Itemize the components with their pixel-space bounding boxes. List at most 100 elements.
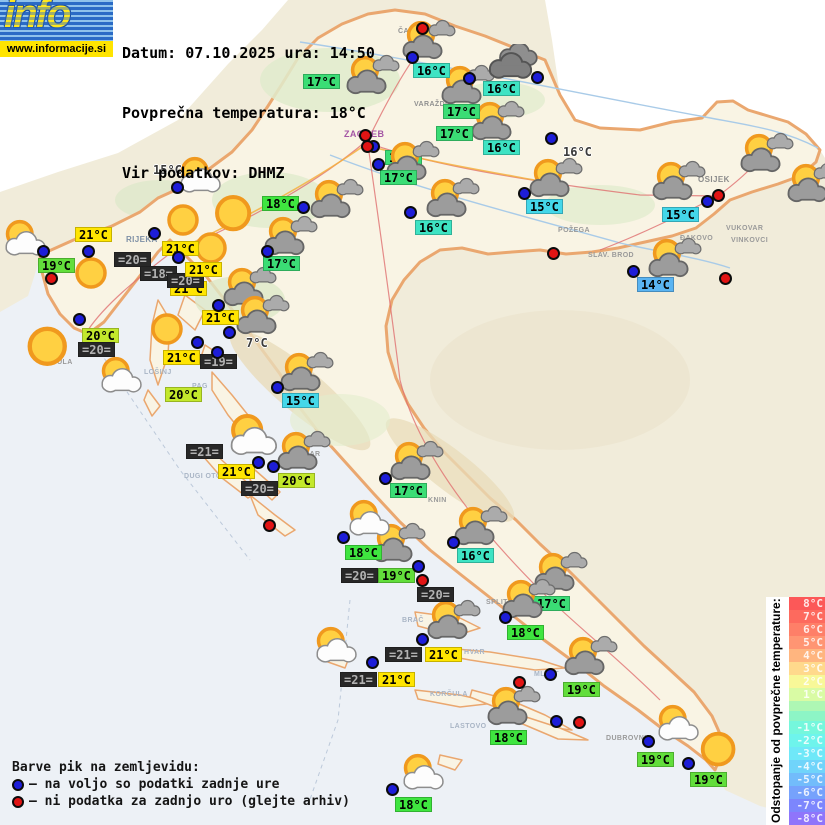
station-dot-blue[interactable] bbox=[518, 187, 531, 200]
temp-label: 19°C bbox=[690, 772, 727, 787]
station-dot-blue[interactable] bbox=[531, 71, 544, 84]
station-dot-blue[interactable] bbox=[73, 313, 86, 326]
scale-title: Odstopanje od povprečne temperature: bbox=[769, 598, 783, 824]
station-dot-blue[interactable] bbox=[223, 326, 236, 339]
city-name: KNIN bbox=[428, 497, 447, 504]
sun-clouds-icon bbox=[276, 351, 336, 397]
legend-item-fresh: – na voljo so podatki zadnje ure bbox=[12, 777, 350, 792]
site-logo[interactable]: info www.informacije.si bbox=[0, 0, 113, 57]
city-name: SLAV. BROD bbox=[588, 252, 635, 259]
station-dot-blue[interactable] bbox=[271, 381, 284, 394]
legend-item-stale: – ni podatka za zadnjo uro (glejte arhiv… bbox=[12, 794, 350, 809]
scale-row: 5°C bbox=[789, 636, 825, 649]
station-dot-blue[interactable] bbox=[171, 181, 184, 194]
station-dot-red[interactable] bbox=[416, 22, 429, 35]
station-dot-blue[interactable] bbox=[366, 656, 379, 669]
temp-text: 16°C bbox=[563, 145, 592, 159]
sun-white-cloud-icon bbox=[93, 356, 149, 398]
station-dot-blue[interactable] bbox=[372, 158, 385, 171]
station-dot-blue[interactable] bbox=[544, 668, 557, 681]
city-name: PAG bbox=[192, 383, 208, 390]
legend-item-label: – ni podatka za zadnjo uro (glejte arhiv… bbox=[29, 794, 350, 809]
site-logo-banner: info bbox=[0, 0, 113, 41]
temp-label: 16°C bbox=[483, 81, 520, 96]
scale-row: 1°C bbox=[789, 688, 825, 701]
station-dot-blue[interactable] bbox=[191, 336, 204, 349]
temp-label: 20°C bbox=[165, 387, 202, 402]
temp-label: 15°C bbox=[662, 207, 699, 222]
scale-row: 4°C bbox=[789, 649, 825, 662]
scale-row: 2°C bbox=[789, 675, 825, 688]
scale-row: -6°C bbox=[789, 786, 825, 799]
station-dot-blue[interactable] bbox=[412, 560, 425, 573]
scale-row bbox=[789, 711, 825, 721]
map-header: Datum: 07.10.2025 ura: 14:50 Povprečna t… bbox=[122, 3, 375, 223]
station-dot-red[interactable] bbox=[361, 140, 374, 153]
station-dot-red[interactable] bbox=[712, 189, 725, 202]
city-name: LASTOVO bbox=[450, 723, 487, 730]
station-dot-blue[interactable] bbox=[261, 245, 274, 258]
temp-label: 18°C bbox=[490, 730, 527, 745]
legend-item-label: – na voljo so podatki zadnje ure bbox=[29, 777, 280, 792]
temp-label: 17°C bbox=[443, 104, 480, 119]
station-dot-red[interactable] bbox=[573, 716, 586, 729]
station-dot-red[interactable] bbox=[547, 247, 560, 260]
station-dot-blue[interactable] bbox=[297, 201, 310, 214]
temp-label: 17°C bbox=[436, 126, 473, 141]
station-dot-blue[interactable] bbox=[252, 456, 265, 469]
temperature-deviation-scale: Odstopanje od povprečne temperature: 8°C… bbox=[766, 597, 825, 825]
temp-label: 20°C bbox=[278, 473, 315, 488]
station-dot-blue[interactable] bbox=[379, 472, 392, 485]
legend-title: Barve pik na zemljevidu: bbox=[12, 760, 200, 775]
station-dot-blue[interactable] bbox=[148, 227, 161, 240]
temp-label: =20= bbox=[417, 587, 454, 602]
temp-label: 21°C bbox=[163, 350, 200, 365]
station-dot-blue[interactable] bbox=[447, 536, 460, 549]
station-dot-blue[interactable] bbox=[499, 611, 512, 624]
temp-label: =21= bbox=[340, 672, 377, 687]
city-name: POŽEGA bbox=[558, 227, 590, 234]
header-avg-temp: Povprečna temperatura: 18°C bbox=[122, 104, 366, 122]
station-dot-blue[interactable] bbox=[682, 757, 695, 770]
station-dot-red[interactable] bbox=[513, 676, 526, 689]
city-name: DUGI OTOK bbox=[184, 473, 228, 480]
station-dot-red[interactable] bbox=[45, 272, 58, 285]
city-name: PULA bbox=[52, 359, 73, 366]
station-dot-red[interactable] bbox=[416, 574, 429, 587]
sun-icon bbox=[21, 320, 74, 373]
temp-label: 14°C bbox=[637, 277, 674, 292]
scale-row: -3°C bbox=[789, 747, 825, 760]
sun-white-cloud-icon bbox=[308, 626, 364, 668]
station-dot-blue[interactable] bbox=[386, 783, 399, 796]
station-dot-blue[interactable] bbox=[627, 265, 640, 278]
station-dot-blue[interactable] bbox=[211, 346, 224, 359]
site-url[interactable]: www.informacije.si bbox=[0, 41, 113, 57]
scale-row: -5°C bbox=[789, 773, 825, 786]
temp-label: 17°C bbox=[263, 256, 300, 271]
station-dot-blue[interactable] bbox=[642, 735, 655, 748]
station-dot-blue[interactable] bbox=[550, 715, 563, 728]
station-dot-blue[interactable] bbox=[545, 132, 558, 145]
sun-clouds-icon bbox=[422, 177, 482, 223]
station-dot-blue[interactable] bbox=[267, 460, 280, 473]
station-dot-blue[interactable] bbox=[337, 531, 350, 544]
station-dot-blue[interactable] bbox=[172, 251, 185, 264]
temp-label: 18°C bbox=[262, 196, 299, 211]
station-dot-red[interactable] bbox=[719, 272, 732, 285]
sun-clouds-icon bbox=[560, 635, 620, 681]
station-dot-blue[interactable] bbox=[82, 245, 95, 258]
station-dot-blue[interactable] bbox=[701, 195, 714, 208]
station-dot-blue[interactable] bbox=[416, 633, 429, 646]
temp-label: =20= bbox=[341, 568, 378, 583]
scale-row: -7°C bbox=[789, 799, 825, 812]
station-dot-blue[interactable] bbox=[463, 72, 476, 85]
station-dot-blue[interactable] bbox=[404, 206, 417, 219]
temp-label: =20= bbox=[114, 252, 151, 267]
station-dot-blue[interactable] bbox=[406, 51, 419, 64]
scale-row: -4°C bbox=[789, 760, 825, 773]
station-dot-blue[interactable] bbox=[37, 245, 50, 258]
station-dot-blue[interactable] bbox=[212, 299, 225, 312]
station-dot-red[interactable] bbox=[263, 519, 276, 532]
scale-row bbox=[789, 701, 825, 711]
